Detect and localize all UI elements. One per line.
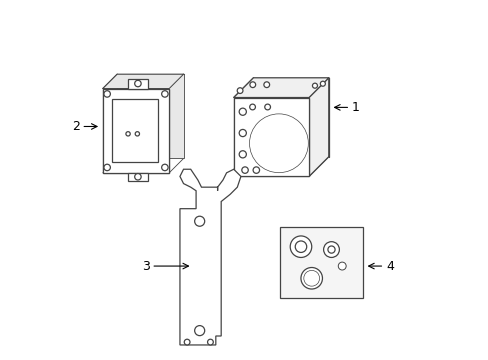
- Bar: [128, 78, 147, 89]
- Circle shape: [327, 246, 334, 253]
- Circle shape: [338, 262, 346, 270]
- Circle shape: [194, 325, 204, 336]
- Circle shape: [104, 91, 110, 97]
- Text: 3: 3: [142, 260, 149, 273]
- Circle shape: [162, 164, 168, 171]
- Circle shape: [241, 167, 248, 173]
- Circle shape: [239, 151, 246, 158]
- Circle shape: [264, 104, 270, 110]
- Circle shape: [239, 108, 246, 115]
- Circle shape: [323, 242, 339, 257]
- Circle shape: [264, 82, 269, 87]
- Circle shape: [295, 241, 306, 252]
- Circle shape: [305, 273, 316, 284]
- Circle shape: [104, 164, 110, 171]
- Circle shape: [251, 116, 305, 170]
- Bar: [102, 89, 169, 173]
- Circle shape: [249, 82, 255, 87]
- Circle shape: [134, 80, 141, 87]
- Bar: [128, 173, 147, 181]
- Text: 4: 4: [386, 260, 393, 273]
- Circle shape: [135, 132, 139, 136]
- Polygon shape: [180, 169, 241, 345]
- Polygon shape: [117, 74, 183, 158]
- Circle shape: [162, 91, 168, 97]
- Circle shape: [184, 339, 190, 345]
- Circle shape: [249, 114, 308, 173]
- Polygon shape: [102, 74, 183, 89]
- Circle shape: [207, 339, 213, 345]
- Bar: [233, 98, 308, 176]
- Circle shape: [303, 270, 319, 286]
- Circle shape: [239, 130, 246, 136]
- Text: 1: 1: [351, 101, 359, 114]
- Polygon shape: [233, 78, 328, 98]
- Text: 2: 2: [72, 120, 80, 133]
- Circle shape: [320, 81, 325, 86]
- Bar: [102, 89, 169, 173]
- Circle shape: [253, 167, 259, 173]
- Circle shape: [237, 88, 243, 94]
- Bar: [233, 98, 308, 176]
- Circle shape: [300, 267, 322, 289]
- Circle shape: [249, 104, 255, 110]
- Polygon shape: [308, 78, 328, 176]
- Circle shape: [290, 236, 311, 257]
- Circle shape: [194, 216, 204, 226]
- Bar: [280, 226, 362, 298]
- Circle shape: [262, 127, 294, 159]
- Circle shape: [312, 83, 317, 88]
- Bar: [112, 99, 158, 162]
- Circle shape: [134, 174, 141, 180]
- Circle shape: [125, 132, 130, 136]
